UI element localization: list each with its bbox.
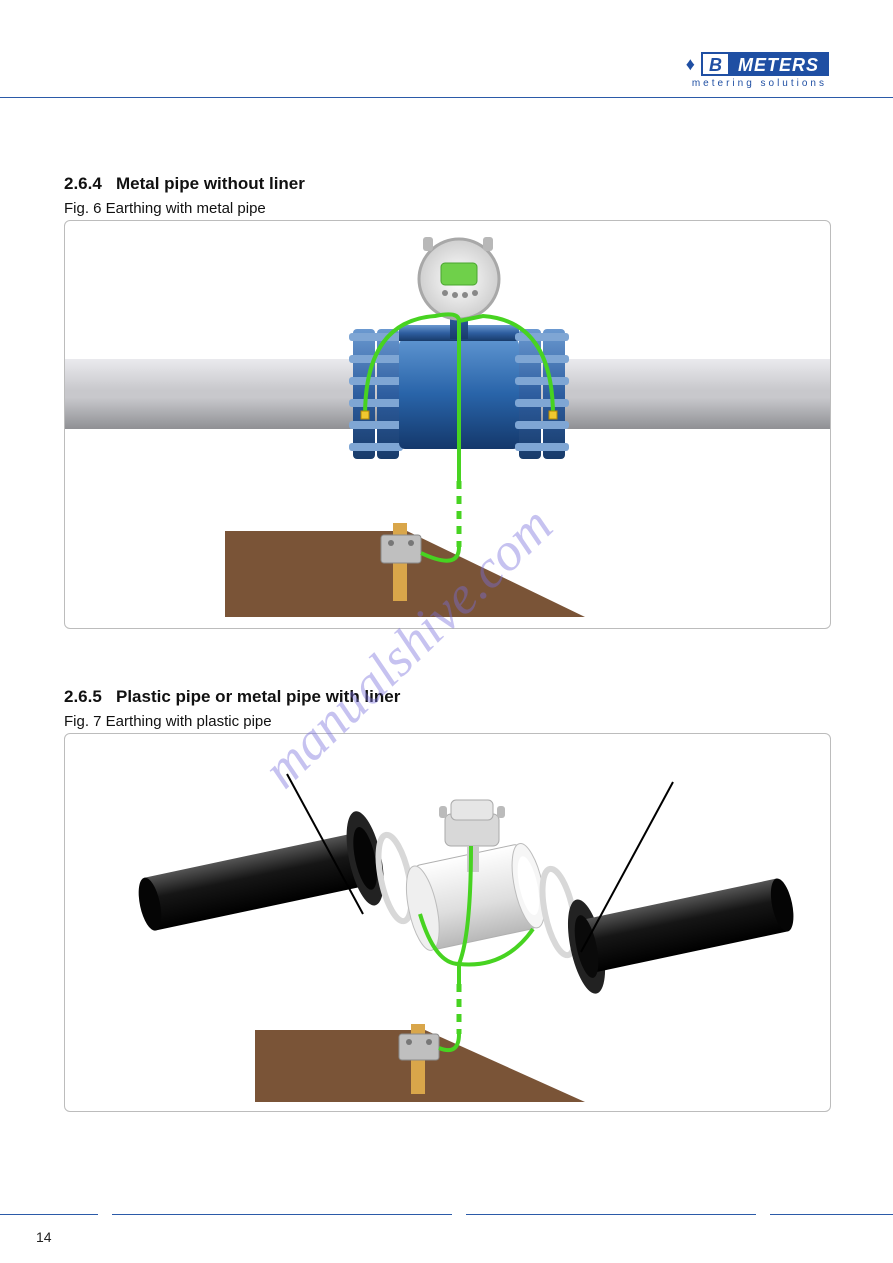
bulb-icon: ♦	[686, 55, 695, 73]
figure-2-illustration	[65, 734, 830, 1111]
logo-initial: B	[703, 54, 730, 74]
footer-rule-1	[0, 1214, 98, 1215]
header-divider	[0, 97, 893, 98]
figure-1-illustration	[65, 221, 830, 628]
logo-name: METERS	[730, 54, 827, 74]
footer-rule-3	[466, 1214, 756, 1215]
section-2-number: 2.6.5 Plastic pipe or metal pipe with li…	[64, 687, 400, 707]
logo-tagline: metering solutions	[692, 78, 827, 89]
figure-1-caption: Fig. 6 Earthing with metal pipe	[64, 200, 266, 217]
figure-2-caption: Fig. 7 Earthing with plastic pipe	[64, 713, 272, 730]
section-1-number: 2.6.4 Metal pipe without liner	[64, 174, 305, 194]
figure-1-box	[64, 220, 831, 629]
footer-rule-4	[770, 1214, 893, 1215]
brand-logo: ♦ B METERS metering solutions	[686, 52, 829, 89]
page-number: 14	[36, 1229, 52, 1245]
footer-rule-2	[112, 1214, 452, 1215]
figure-2-box	[64, 733, 831, 1112]
